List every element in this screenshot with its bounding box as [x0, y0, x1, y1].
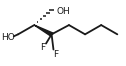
Text: HO: HO	[1, 33, 15, 42]
Text: F: F	[53, 50, 58, 59]
Polygon shape	[34, 25, 54, 35]
Text: OH: OH	[57, 7, 70, 16]
Text: F: F	[40, 43, 45, 52]
